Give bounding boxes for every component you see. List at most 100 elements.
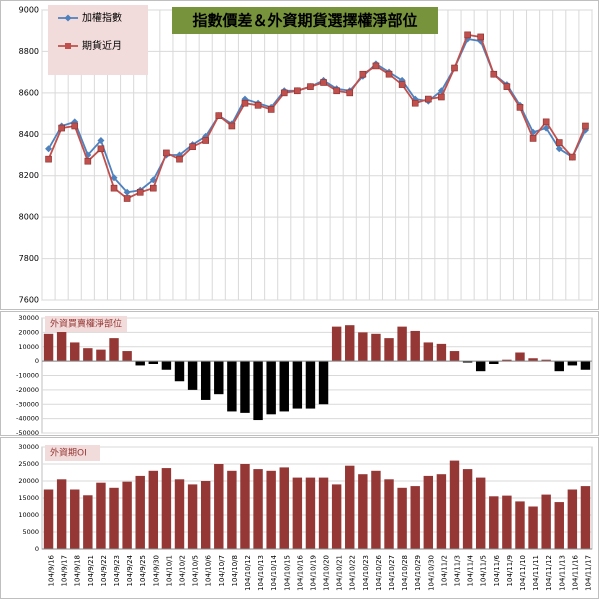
x-tick-label: 104/10/28 xyxy=(401,555,409,591)
marker xyxy=(307,83,314,90)
legend-box xyxy=(48,5,148,75)
bar xyxy=(148,470,159,549)
x-tick-label: 104/11/13 xyxy=(558,555,566,591)
bar xyxy=(214,361,224,395)
marker xyxy=(202,137,209,144)
marker xyxy=(163,149,170,157)
bar xyxy=(96,482,106,549)
y-tick-label: 8800 xyxy=(19,47,39,56)
y-tick-label: 0 xyxy=(35,545,39,553)
marker xyxy=(451,64,458,72)
title-box xyxy=(45,445,100,461)
marker xyxy=(45,145,53,153)
marker xyxy=(123,188,131,196)
marker xyxy=(359,70,367,78)
x-tick-label: 104/10/19 xyxy=(309,555,317,591)
y-tick-label: -40000 xyxy=(16,415,39,423)
x-tick-label: 104/11/10 xyxy=(519,555,527,591)
bar xyxy=(56,479,67,549)
marker xyxy=(97,137,105,144)
marker xyxy=(254,101,262,109)
bar xyxy=(292,361,303,409)
bar xyxy=(331,326,342,362)
y-tick-label: 10000 xyxy=(18,343,39,351)
x-tick-label: 104/10/13 xyxy=(257,555,265,591)
y-tick-label: -10000 xyxy=(16,372,39,380)
bar xyxy=(502,359,512,362)
legend-marker xyxy=(65,43,71,49)
x-tick-label: 104/11/12 xyxy=(545,555,553,591)
x-tick-label: 104/9/21 xyxy=(87,555,95,586)
bar xyxy=(541,494,551,549)
marker xyxy=(385,70,393,78)
marker xyxy=(582,122,589,130)
bar xyxy=(580,486,591,549)
x-tick-label: 104/10/23 xyxy=(362,555,370,591)
x-tick-label: 104/11/4 xyxy=(467,554,475,586)
bar xyxy=(475,361,486,372)
bar xyxy=(567,489,578,549)
bar xyxy=(200,361,211,400)
bar xyxy=(161,361,172,370)
marker xyxy=(503,83,511,90)
bar xyxy=(371,470,381,549)
marker xyxy=(438,93,445,101)
bar xyxy=(161,468,172,549)
x-tick-label: 104/11/16 xyxy=(571,554,579,590)
bar xyxy=(214,464,224,549)
bar xyxy=(318,477,329,549)
bar xyxy=(109,487,119,549)
y-tick-label: 8600 xyxy=(19,88,39,97)
x-tick-label: 104/9/23 xyxy=(113,555,121,586)
x-tick-label: 104/10/22 xyxy=(349,555,357,591)
marker xyxy=(398,81,406,88)
bar xyxy=(515,501,525,549)
bar xyxy=(279,467,289,549)
bar xyxy=(436,474,447,549)
bar xyxy=(331,484,342,549)
bar xyxy=(70,489,80,549)
marker xyxy=(372,62,380,70)
bar xyxy=(109,338,119,362)
x-tick-label: 104/10/29 xyxy=(414,555,422,591)
marker xyxy=(516,104,524,111)
bar xyxy=(70,342,80,362)
y-tick-label: 9000 xyxy=(19,6,39,15)
marker xyxy=(425,95,432,103)
x-tick-label: 104/10/15 xyxy=(283,555,291,591)
marker xyxy=(267,106,275,113)
marker xyxy=(542,124,550,132)
x-tick-label: 104/9/24 xyxy=(126,554,134,586)
x-tick-label: 104/9/30 xyxy=(152,555,160,586)
legend-marker xyxy=(64,14,72,22)
marker xyxy=(477,33,484,41)
bar xyxy=(384,338,394,362)
title-box xyxy=(172,7,438,34)
x-tick-label: 104/11/17 xyxy=(584,555,592,591)
y-tick-label: 30000 xyxy=(18,314,39,322)
bar xyxy=(397,326,407,362)
y-tick-label: 25000 xyxy=(18,460,39,468)
marker xyxy=(333,87,340,95)
bar xyxy=(449,460,460,549)
marker xyxy=(215,112,223,119)
bar xyxy=(83,495,93,549)
legend-label: 加權指數 xyxy=(82,11,122,24)
bar xyxy=(227,470,237,549)
bar xyxy=(122,351,132,362)
x-tick-label: 104/10/14 xyxy=(270,554,278,590)
bar xyxy=(410,330,420,362)
bar xyxy=(345,325,355,362)
bar xyxy=(200,481,211,549)
y-tick-label: 15000 xyxy=(18,494,39,502)
y-tick-label: 8200 xyxy=(19,171,39,180)
marker xyxy=(136,188,144,196)
y-tick-label: 30000 xyxy=(18,443,39,451)
bar xyxy=(397,487,407,549)
chart-title: 外資期OI xyxy=(50,447,87,459)
bar xyxy=(253,469,263,549)
x-tick-label: 104/9/17 xyxy=(61,555,69,586)
x-tick-label: 104/10/6 xyxy=(205,554,213,586)
x-tick-label: 104/11/5 xyxy=(480,555,488,586)
bar xyxy=(423,342,434,362)
